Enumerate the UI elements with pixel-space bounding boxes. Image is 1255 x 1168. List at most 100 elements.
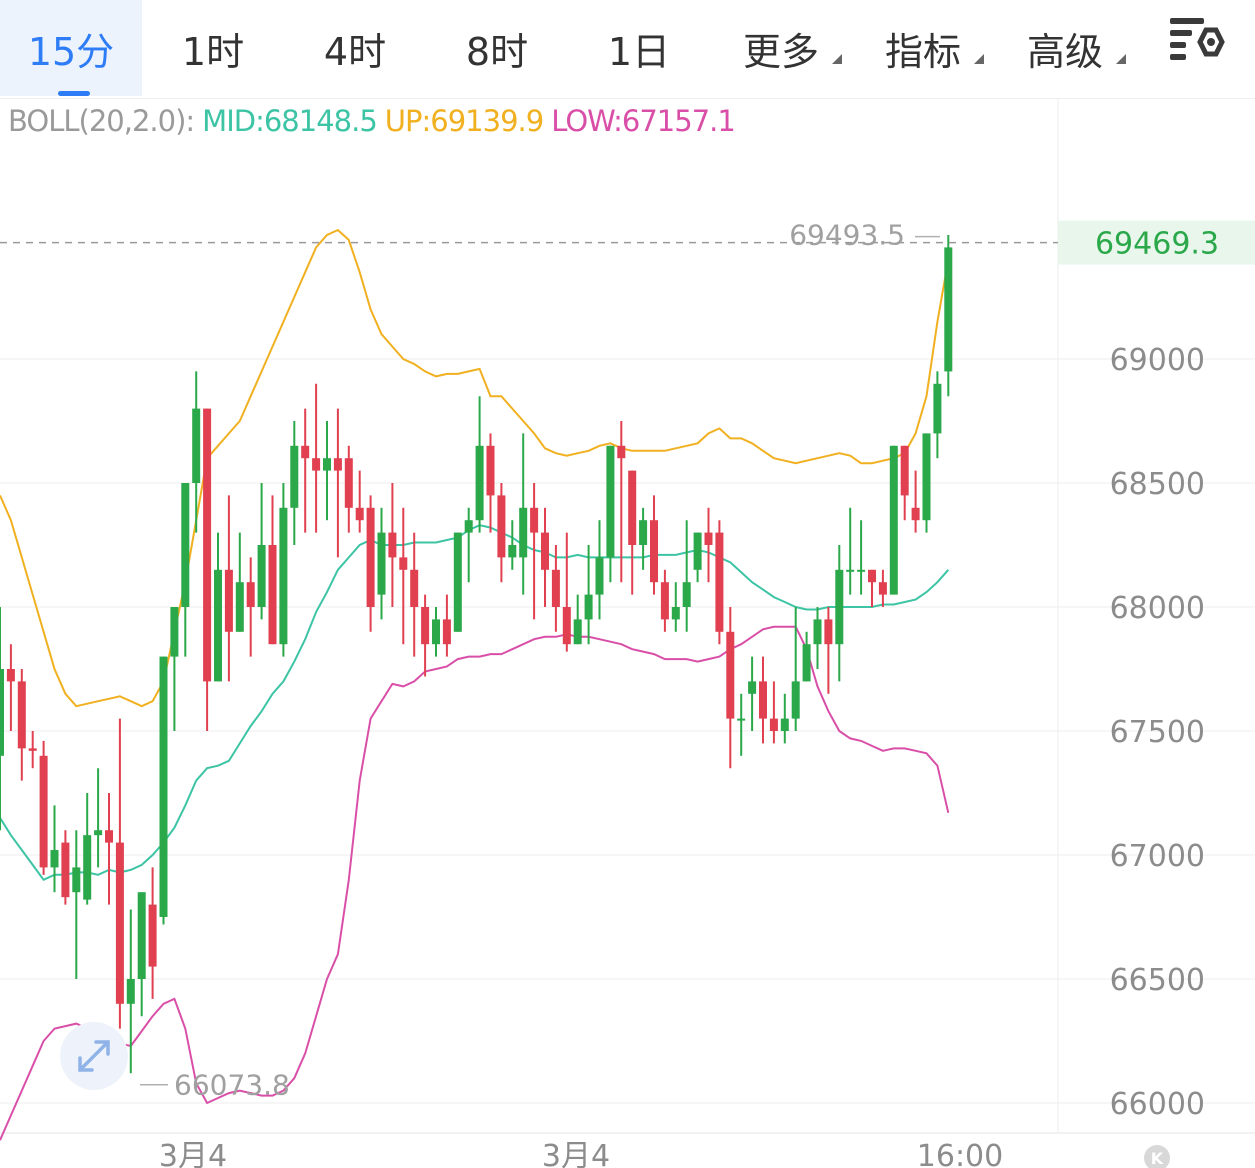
low-marker-label: 66073.8 — [174, 1069, 290, 1102]
candle-body — [149, 905, 157, 967]
candle-body — [835, 570, 843, 644]
time-tick-label: 3月4 — [542, 1139, 610, 1168]
candle-body — [170, 607, 178, 657]
candle-body — [672, 607, 680, 619]
price-tick-label: 67500 — [1110, 715, 1205, 750]
time-tick-label: 16:00 — [917, 1139, 1003, 1168]
candle-body — [290, 446, 298, 508]
candle-body — [933, 384, 941, 434]
tab-6[interactable]: 指标 — [852, 0, 994, 96]
tab-label: 1时 — [182, 21, 244, 76]
candle-body — [203, 409, 211, 682]
candle-body — [410, 570, 418, 607]
tab-3[interactable]: 8时 — [426, 0, 568, 96]
candles — [0, 235, 952, 1073]
candle-body — [694, 533, 702, 570]
price-axis: 69000685006800067500670006650066000 — [1110, 343, 1205, 1122]
candle-body — [40, 756, 48, 868]
candle-body — [792, 681, 800, 718]
candle-body — [269, 545, 277, 644]
tab-label: 更多 — [743, 21, 819, 76]
candle-body — [552, 570, 560, 607]
candle-body — [868, 570, 876, 582]
candle-body — [585, 595, 593, 620]
candle-body — [923, 433, 931, 520]
candle-body — [737, 719, 745, 721]
candle-body — [29, 748, 37, 750]
candle-body — [18, 681, 26, 748]
candle-body — [7, 669, 15, 681]
candle-body — [912, 508, 920, 520]
candle-body — [606, 446, 614, 558]
candle-body — [879, 582, 887, 594]
candle-body — [857, 570, 865, 572]
candle-body — [225, 570, 233, 632]
candle-body — [105, 830, 113, 842]
candle-body — [705, 533, 713, 545]
candle-body — [312, 458, 320, 470]
candle-body — [454, 533, 462, 632]
candle-body — [72, 867, 80, 892]
candle-body — [83, 835, 91, 899]
tab-1[interactable]: 1时 — [142, 0, 284, 96]
chart-settings-icon[interactable] — [1162, 12, 1232, 72]
tab-2[interactable]: 4时 — [284, 0, 426, 96]
candle-body — [116, 843, 124, 1004]
time-axis: 3月4 3月4 16:00 K — [159, 1139, 1170, 1168]
candle-body — [476, 446, 484, 520]
candle-body — [519, 508, 527, 558]
candle-body — [138, 892, 146, 979]
candle-body — [814, 619, 822, 644]
candle-body — [214, 570, 222, 682]
price-tick-label: 67000 — [1110, 839, 1205, 874]
candle-body — [748, 681, 756, 693]
price-tick-label: 66500 — [1110, 963, 1205, 998]
candle-body — [574, 619, 582, 644]
price-tick-label: 69000 — [1110, 343, 1205, 378]
dropdown-triangle-icon — [1116, 54, 1126, 64]
candle-body — [617, 446, 625, 458]
candle-body — [541, 533, 549, 570]
candle-body — [279, 508, 287, 644]
price-tick-label: 68500 — [1110, 467, 1205, 502]
candle-body — [356, 508, 364, 520]
tab-label: 指标 — [885, 21, 961, 76]
candle-body — [726, 632, 734, 719]
candle-body — [497, 495, 505, 557]
candle-body — [824, 619, 832, 644]
price-markers: 69469.3 69493.5 66073.8 — [0, 219, 1255, 1102]
candle-body — [247, 582, 255, 607]
candle-body — [759, 681, 767, 718]
price-tick-label: 68000 — [1110, 591, 1205, 626]
candle-body — [715, 533, 723, 632]
tab-label: 4时 — [324, 21, 386, 76]
candle-body — [236, 582, 244, 632]
candle-body — [781, 719, 789, 731]
candle-body — [367, 508, 375, 607]
candle-body — [890, 446, 898, 595]
candle-body — [388, 533, 396, 558]
candle-body — [0, 669, 4, 756]
candle-body — [432, 619, 440, 644]
candle-body — [596, 557, 604, 594]
candle-body — [94, 830, 102, 835]
expand-icon[interactable] — [60, 1022, 128, 1090]
candle-body — [301, 446, 309, 458]
tab-5[interactable]: 更多 — [710, 0, 852, 96]
tab-0[interactable]: 15分 — [0, 0, 142, 96]
candle-body — [181, 483, 189, 607]
candle-body — [323, 458, 331, 470]
candle-body — [770, 719, 778, 731]
tab-label: 1日 — [608, 21, 670, 76]
candle-body — [487, 446, 495, 496]
candle-body — [51, 850, 59, 867]
candle-body — [443, 619, 451, 644]
candle-body — [901, 446, 909, 496]
k-line-icon-letter: K — [1151, 1149, 1164, 1168]
tab-7[interactable]: 高级 — [994, 0, 1136, 96]
tab-4[interactable]: 1日 — [568, 0, 710, 96]
candle-body — [127, 979, 135, 1004]
candle-body — [944, 247, 952, 371]
time-tick-label: 3月4 — [159, 1139, 227, 1168]
